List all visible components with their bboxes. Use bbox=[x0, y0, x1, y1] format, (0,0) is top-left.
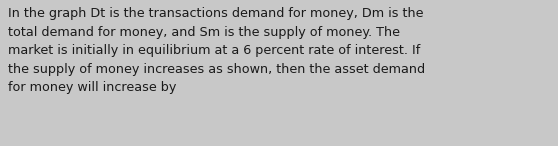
Text: In the graph Dt is the transactions demand for money, Dm is the
total demand for: In the graph Dt is the transactions dema… bbox=[8, 7, 425, 94]
